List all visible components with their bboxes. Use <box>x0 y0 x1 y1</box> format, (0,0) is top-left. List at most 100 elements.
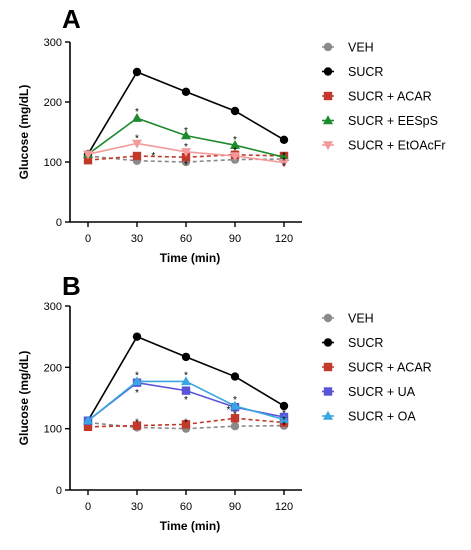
x-tick-label: 60 <box>180 501 192 513</box>
significance-asterisk: * <box>184 160 188 171</box>
y-tick-label: 0 <box>56 217 62 229</box>
x-tick-label: 120 <box>275 501 293 513</box>
legend-marker <box>323 313 333 323</box>
legend-label: SUCR + EESpS <box>348 114 438 128</box>
data-point-sucr <box>279 401 289 411</box>
significance-asterisk: * <box>184 395 188 406</box>
data-point-sucr-oa <box>279 414 289 424</box>
legend-item-sucr-acar: SUCR + ACAR <box>322 90 432 104</box>
data-point-sucr-acar <box>230 414 240 423</box>
data-point-sucr-etoacfr <box>181 148 191 157</box>
x-axis-title: Time (min) <box>160 519 220 533</box>
data-point-sucr-eesps <box>181 130 191 140</box>
significance-asterisk: * <box>282 151 286 162</box>
data-point-sucr <box>230 106 240 116</box>
legend-item-sucr-etoacfr: SUCR + EtOAcFr <box>322 139 446 153</box>
significance-asterisk: * <box>184 142 188 153</box>
significance-asterisk: * <box>282 415 286 426</box>
legend: VEH SUCR SUCR + ACAR SUCR + UA SUCR + OA <box>322 312 432 424</box>
panel-a: A 0 100 200 300 0 30 60 90 120 Time (min) Glucose (… <box>17 4 446 265</box>
data-point-sucr-acar <box>83 422 93 432</box>
data-point-sucr <box>181 352 191 362</box>
significance-asterisk: * <box>135 388 139 399</box>
x-tick-label: 0 <box>85 501 91 513</box>
x-tick-label: 30 <box>131 233 143 245</box>
panel-label: B <box>62 271 81 301</box>
significance-asterisk: * <box>135 371 139 382</box>
legend-marker <box>323 115 333 125</box>
series-sucr-oa <box>83 376 289 425</box>
legend-item-sucr-ua: SUCR + UA <box>322 385 416 399</box>
legend-item-veh: VEH <box>322 41 374 55</box>
significance-asterisk: * <box>184 417 188 428</box>
x-tick-label: 90 <box>229 501 241 513</box>
y-tick-label: 200 <box>44 97 62 109</box>
legend-item-veh: VEH <box>322 312 374 326</box>
significance-asterisk: * <box>184 371 188 382</box>
legend-marker <box>323 42 333 52</box>
data-point-sucr-etoacfr <box>132 139 142 149</box>
data-point-veh <box>230 422 240 431</box>
data-point-sucr <box>181 87 191 97</box>
legend-item-sucr-acar: SUCR + ACAR <box>322 361 432 375</box>
significance-asterisk: * <box>233 135 237 146</box>
legend-label: VEH <box>348 312 374 326</box>
significance-asterisk: * <box>282 162 286 173</box>
data-point-sucr <box>279 135 289 144</box>
legend-marker <box>323 362 333 372</box>
x-tick-label: 0 <box>85 233 91 245</box>
significance-asterisk: * <box>184 126 188 137</box>
data-point-sucr-acar <box>83 156 93 165</box>
significance-asterisk: * <box>282 420 286 431</box>
panel-b: B 0 100 200 300 0 30 60 90 120 Time (min) Glucose (… <box>17 271 432 533</box>
x-tick-label: 120 <box>275 233 293 245</box>
legend-label: VEH <box>348 41 374 55</box>
significance-asterisk: * <box>282 156 286 167</box>
data-point-sucr-eesps <box>230 140 240 149</box>
y-tick-label: 100 <box>44 157 62 169</box>
legend-label: SUCR <box>348 336 383 350</box>
legend-label: SUCR + ACAR <box>348 361 432 375</box>
y-axis-title: Glucose (mg/dL) <box>17 85 31 180</box>
data-point-sucr-oa <box>83 415 93 425</box>
significance-asterisk: * <box>233 146 237 157</box>
legend-marker <box>323 387 333 396</box>
data-point-sucr-eesps <box>279 152 289 161</box>
y-tick-label: 300 <box>44 37 62 49</box>
significance-asterisk: * <box>227 405 231 416</box>
significance-asterisk: * <box>282 409 286 420</box>
series-sucr-etoacfr <box>83 139 289 168</box>
data-point-sucr-ua <box>181 386 191 395</box>
legend: VEH SUCR SUCR + ACAR SUCR + EESpS SUCR + EtO… <box>322 41 446 153</box>
data-point-sucr-etoacfr <box>279 158 289 168</box>
legend-item-sucr-eesps: SUCR + EESpS <box>322 114 438 128</box>
data-point-sucr <box>230 372 240 381</box>
legend-item-sucr: SUCR <box>322 65 383 79</box>
legend-marker <box>323 338 333 347</box>
legend-label: SUCR + OA <box>348 410 416 424</box>
series-sucr-eesps <box>83 113 289 161</box>
y-tick-label: 100 <box>44 424 62 436</box>
y-tick-label: 300 <box>44 301 62 313</box>
x-tick-label: 90 <box>229 233 241 245</box>
data-point-sucr-oa <box>230 400 240 410</box>
significance-asterisk: * <box>135 107 139 118</box>
significance-asterisk: * <box>135 417 139 428</box>
y-tick-label: 0 <box>56 485 62 497</box>
legend-marker <box>323 141 333 151</box>
data-point-sucr-eesps <box>132 113 142 122</box>
data-point-sucr-acar <box>132 151 142 161</box>
significance-asterisk: * <box>135 133 139 144</box>
data-point-sucr-acar <box>181 420 191 429</box>
legend-label: SUCR <box>348 65 383 79</box>
y-tick-label: 200 <box>44 362 62 374</box>
data-point-sucr-acar <box>181 153 191 162</box>
x-tick-label: 60 <box>180 233 192 245</box>
legend-item-sucr: SUCR <box>322 336 383 350</box>
significance-asterisk: * <box>151 151 155 162</box>
legend-marker <box>323 91 333 101</box>
data-point-sucr-etoacfr <box>230 152 240 162</box>
y-axis-title: Glucose (mg/dL) <box>17 351 31 446</box>
legend-item-sucr-oa: SUCR + OA <box>322 410 416 424</box>
